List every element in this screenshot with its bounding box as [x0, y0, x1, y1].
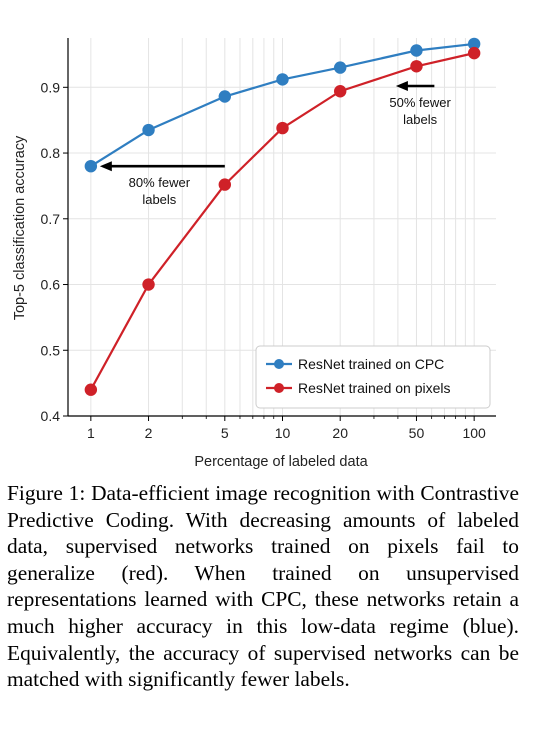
accuracy-chart: 0.4 0.5 0.6 0.7 0.8 0.9 1 2 5 10 20 50 100 80% fewer…	[12, 37, 496, 470]
legend: ResNet trained on CPC ResNet trained on p…	[255, 345, 491, 409]
x-tick-label: 100	[462, 425, 486, 441]
ticks: 0.4 0.5 0.6 0.7 0.8 0.9 1 2 5 10 20 50 100	[41, 79, 487, 441]
axes	[67, 38, 496, 417]
data-point-cpc	[218, 90, 232, 103]
legend-marker	[274, 359, 284, 369]
x-tick-label: 2	[145, 425, 153, 441]
data-point-cpc	[84, 159, 98, 173]
data-point-pixels	[84, 383, 98, 396]
data-point-cpc	[467, 37, 481, 51]
data-point-cpc	[333, 61, 347, 74]
annotation-arrowhead	[395, 80, 408, 91]
annotation-label: labels	[403, 112, 437, 127]
annotation-label: 80% fewer	[129, 175, 191, 190]
x-axis-title: Percentage of labeled data	[194, 454, 368, 470]
x-tick-label: 1	[87, 425, 95, 441]
x-tick-label: 5	[221, 425, 229, 441]
legend-label: ResNet trained on pixels	[298, 380, 451, 396]
y-tick-label: 0.5	[41, 342, 61, 358]
figure-caption: Figure 1: Data-efficient image recogniti…	[7, 481, 519, 692]
x-tick-label: 10	[275, 425, 291, 441]
annotation-label: 50% fewer	[389, 95, 451, 110]
data-point-pixels	[467, 46, 481, 60]
series-layer	[84, 37, 481, 396]
legend-box	[255, 345, 491, 409]
y-tick-label: 0.6	[41, 277, 61, 293]
data-point-pixels	[276, 121, 289, 135]
x-tick-label: 50	[409, 425, 425, 441]
y-tick-label: 0.9	[41, 79, 61, 95]
data-point-pixels	[218, 178, 232, 191]
data-point-pixels	[410, 60, 423, 73]
y-axis-title: Top-5 classification accuracy	[12, 135, 28, 320]
y-tick-label: 0.8	[41, 145, 61, 161]
annotations: 80% fewer labels 50% fewer labels	[99, 80, 452, 207]
data-point-pixels	[142, 278, 155, 291]
data-point-cpc	[142, 123, 155, 137]
data-point-pixels	[333, 85, 347, 98]
legend-label: ResNet trained on CPC	[298, 356, 444, 372]
data-point-cpc	[276, 73, 289, 86]
annotation-label: labels	[142, 192, 176, 207]
x-tick-label: 20	[332, 425, 348, 441]
legend-marker	[274, 383, 284, 393]
data-point-cpc	[410, 44, 423, 57]
y-tick-label: 0.7	[41, 211, 61, 227]
y-tick-label: 0.4	[41, 408, 61, 424]
annotation-arrowhead	[99, 161, 112, 172]
